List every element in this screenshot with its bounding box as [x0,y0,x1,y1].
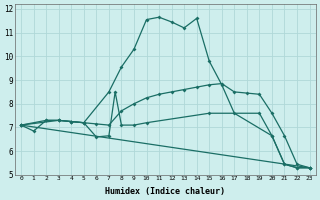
X-axis label: Humidex (Indice chaleur): Humidex (Indice chaleur) [105,187,225,196]
